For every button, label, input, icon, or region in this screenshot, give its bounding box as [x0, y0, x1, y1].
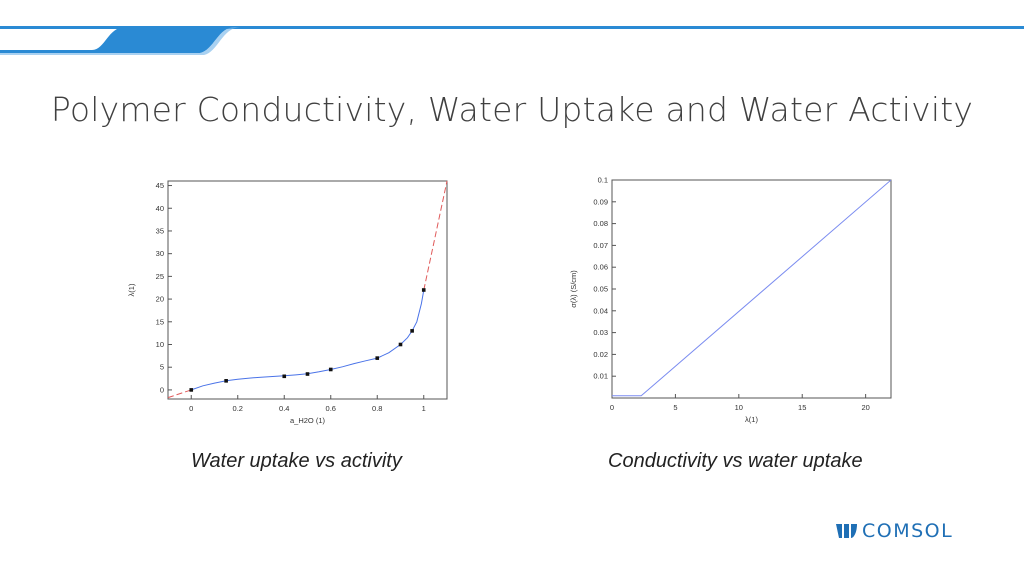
- y-tick-label: 10: [156, 340, 164, 349]
- y-tick-label: 30: [156, 249, 164, 258]
- y-tick-label: 40: [156, 204, 164, 213]
- x-axis-label: a_H2O (1): [290, 416, 326, 425]
- series-line: [423, 180, 448, 291]
- x-tick-label: 20: [861, 403, 869, 412]
- plot-frame: [611, 179, 892, 399]
- data-point: [375, 356, 380, 360]
- y-tick-label: 0.09: [593, 197, 608, 206]
- water-uptake-chart: 0 0.2 0.4 0.6 0.8 1 0 5 10 15 20 25 30 35 40 45 a_H2O (1…: [120, 170, 460, 425]
- x-tick-label: 5: [673, 403, 677, 412]
- y-tick-label: 25: [156, 272, 164, 281]
- comsol-logo-icon: [836, 524, 857, 538]
- y-tick-label: 20: [156, 295, 164, 304]
- series-line: [612, 179, 892, 397]
- page-title: Polymer Conductivity, Water Uptake and W…: [50, 90, 974, 129]
- y-tick-label: 15: [156, 317, 164, 326]
- x-axis-label: λ(1): [745, 415, 758, 424]
- y-tick-label: 0.06: [593, 263, 608, 272]
- data-point: [189, 388, 194, 392]
- y-tick-label: 0.1: [598, 176, 608, 185]
- x-tick-label: 0.8: [372, 404, 382, 413]
- data-point: [224, 379, 228, 383]
- y-tick-label: 35: [156, 226, 164, 235]
- data-point: [421, 288, 426, 292]
- caption-water-uptake: Water uptake vs activity: [191, 450, 402, 472]
- y-axis-label: σ(λ) (S/cm): [569, 270, 578, 308]
- comsol-logo: COMSOL: [836, 520, 953, 542]
- series-line: [191, 289, 425, 391]
- plot-frame: [167, 180, 448, 400]
- caption-conductivity: Conductivity vs water uptake: [608, 450, 863, 472]
- data-point: [328, 367, 333, 372]
- x-tick-label: 0.2: [233, 404, 243, 413]
- x-tick-label: 0.4: [279, 404, 289, 413]
- banner-line: [0, 26, 1024, 29]
- y-tick-label: 5: [160, 363, 164, 372]
- y-tick-label: 0.08: [593, 219, 608, 228]
- y-tick-label: 0.07: [593, 241, 608, 250]
- data-point: [282, 374, 287, 379]
- y-tick-label: 0.04: [593, 306, 608, 315]
- banner-tab: [0, 27, 235, 53]
- header-banner: [0, 26, 1024, 55]
- x-tick-label: 15: [798, 403, 806, 412]
- comsol-logo-text: COMSOL: [862, 520, 954, 542]
- data-point: [398, 342, 403, 347]
- y-axis-label: λ(1): [127, 283, 136, 296]
- x-tick-label: 0: [610, 403, 614, 412]
- x-tick-label: 1: [422, 404, 426, 413]
- x-tick-label: 0: [189, 404, 193, 413]
- x-tick-label: 0.6: [326, 404, 336, 413]
- y-tick-label: 0.02: [593, 350, 608, 359]
- y-tick-label: 0.01: [593, 372, 608, 381]
- x-tick-label: 10: [735, 403, 743, 412]
- y-tick-label: 0.05: [593, 285, 608, 294]
- data-point: [410, 329, 414, 333]
- conductivity-plot: 0 5 10 15 20 0.01 0.02 0.03 0.04 0.05 0.06 0.07 0.08…: [569, 176, 892, 424]
- series-line: [167, 389, 192, 399]
- y-tick-label: 45: [156, 181, 164, 190]
- y-tick-label: 0.03: [593, 328, 608, 337]
- y-tick-label: 0: [160, 385, 164, 394]
- data-point: [305, 372, 310, 376]
- conductivity-chart: 0 5 10 15 20 0.01 0.02 0.03 0.04 0.05 0.06 0.07 0.08…: [560, 170, 900, 425]
